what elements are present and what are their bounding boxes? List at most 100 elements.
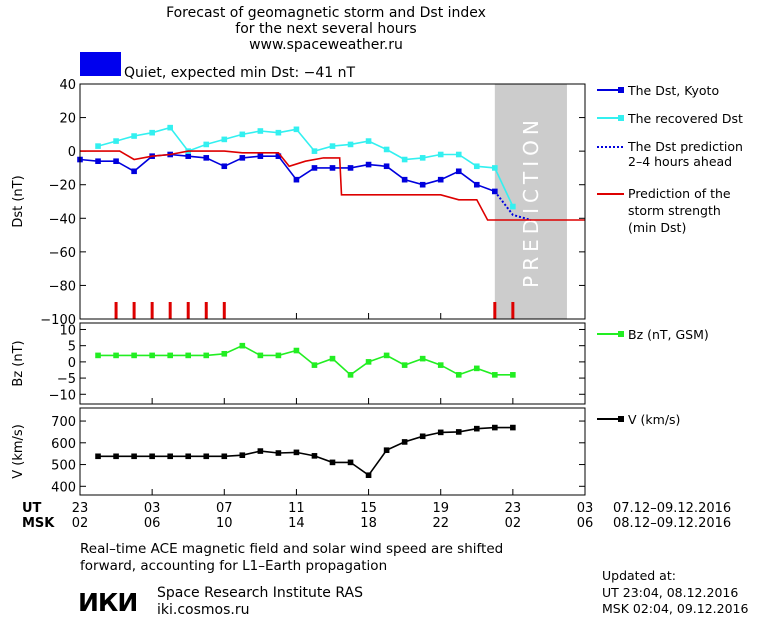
msk-tick-label: 02 xyxy=(72,516,89,531)
data-point-bz xyxy=(473,365,480,372)
status-label: Quiet, expected min Dst: −41 nT xyxy=(124,65,356,81)
v-panel: 700 600 500 400 V (km/s) xyxy=(11,407,586,496)
data-point-v xyxy=(473,425,480,432)
propagation-note-line1: Real–time ACE magnetic field and solar w… xyxy=(80,541,503,557)
y-tick-label: −60 xyxy=(49,246,76,261)
data-point-dst_kyoto xyxy=(401,176,408,183)
data-point-bz xyxy=(239,342,246,349)
y-tick-label: 500 xyxy=(51,459,76,474)
data-point-dst_recovered xyxy=(95,143,101,149)
data-point-dst_kyoto xyxy=(113,158,119,165)
y-tick-label: −100 xyxy=(40,313,76,328)
msk-tick-label: 02 xyxy=(505,516,522,531)
v-y-label: V (km/s) xyxy=(11,424,26,479)
y-tick-label: −20 xyxy=(49,179,76,194)
updated-msk: MSK 02:04, 09.12.2016 xyxy=(602,601,748,616)
msk-tick-label: 18 xyxy=(360,516,377,531)
chart-title-line1: Forecast of geomagnetic storm and Dst in… xyxy=(166,5,486,21)
data-point-dst_kyoto xyxy=(365,161,372,168)
data-point-bz xyxy=(203,352,210,359)
data-point-dst_recovered xyxy=(510,203,516,210)
updated-ut: UT 23:04, 08.12.2016 xyxy=(602,585,738,600)
bz-y-label: Bz (nT) xyxy=(11,340,26,386)
data-point-dst_recovered xyxy=(401,156,408,163)
data-point-dst_recovered xyxy=(149,129,155,136)
data-point-v xyxy=(131,453,137,460)
legend-marker-bz xyxy=(618,331,624,337)
data-point-v xyxy=(419,433,426,440)
data-point-v xyxy=(311,453,318,459)
data-point-v xyxy=(203,453,210,460)
y-tick-label: 40 xyxy=(59,78,76,93)
data-point-bz xyxy=(383,352,390,359)
series-line-v xyxy=(98,426,513,477)
bz-y-axis: 10 50−5−10 xyxy=(49,323,586,404)
iki-logo: ИКИ xyxy=(78,588,138,617)
data-point-bz xyxy=(185,352,192,359)
bz-series xyxy=(95,342,516,378)
data-point-bz xyxy=(149,352,155,359)
data-point-dst_recovered xyxy=(365,138,372,144)
data-point-bz xyxy=(455,372,462,378)
propagation-note-line2: forward, accounting for L1–Earth propaga… xyxy=(80,558,387,574)
data-point-dst_kyoto xyxy=(455,168,462,175)
ut-tick-label: 23 xyxy=(505,501,522,516)
time-axis: UT MSK 23020306071011141518192223020306 … xyxy=(22,501,731,531)
msk-tick-label: 10 xyxy=(216,516,233,531)
data-point-v xyxy=(167,453,173,460)
data-point-dst_kyoto xyxy=(311,165,318,171)
data-point-dst_recovered xyxy=(221,136,228,143)
legend-dst-kyoto: The Dst, Kyoto xyxy=(627,83,719,98)
series-line-dst_recovered xyxy=(97,126,514,207)
data-point-dst_kyoto xyxy=(257,153,264,159)
institute-name: Space Research Institute RAS xyxy=(157,585,363,601)
data-point-dst_recovered xyxy=(239,131,246,138)
data-point-bz xyxy=(131,352,137,359)
y-tick-label: 600 xyxy=(51,437,76,452)
series-line-dst_prediction xyxy=(494,190,532,221)
data-point-v xyxy=(492,424,498,431)
v-legend: V (km/s) xyxy=(597,412,680,427)
prediction-label: PREDICTION xyxy=(519,115,543,288)
data-point-v xyxy=(455,429,462,435)
ut-tick-label: 23 xyxy=(72,501,89,516)
dst-legend: The Dst, Kyoto The recovered Dst The Dst… xyxy=(597,83,743,235)
data-point-dst_kyoto xyxy=(131,168,137,175)
data-point-v xyxy=(257,448,264,454)
data-point-v xyxy=(275,450,282,456)
bz-panel: 10 50−5−10 Bz (nT) xyxy=(11,322,586,405)
data-point-bz xyxy=(113,352,119,359)
data-point-bz xyxy=(365,359,372,365)
y-tick-label: 0 xyxy=(68,356,76,371)
msk-date-range: 08.12–09.12.2016 xyxy=(613,516,731,531)
data-point-dst_kyoto xyxy=(383,163,390,170)
data-point-v xyxy=(347,459,354,466)
updated-label: Updated at: xyxy=(602,568,676,583)
y-tick-label: 700 xyxy=(51,415,76,430)
data-point-bz xyxy=(437,362,444,368)
y-tick-label: 0 xyxy=(68,145,76,160)
bz-plot-frame xyxy=(79,322,586,405)
data-point-dst_recovered xyxy=(275,129,282,136)
y-tick-label: 10 xyxy=(59,323,76,338)
legend-min-dst-line1: Prediction of the xyxy=(628,186,731,201)
chart-title-line2: for the next several hours xyxy=(235,21,416,37)
dst-y-axis: 40 20 0 −20 −40 −60 −80 −100 xyxy=(40,78,586,328)
data-point-bz xyxy=(492,372,498,378)
legend-marker-v xyxy=(618,416,624,422)
data-point-dst_recovered xyxy=(257,128,264,134)
series-line-bz xyxy=(98,344,513,376)
dst-panel: PREDICTION 40 20 0 −20 −40 −60 −80 −100 Dst (nT… xyxy=(11,78,586,328)
data-point-dst_kyoto xyxy=(473,181,480,188)
website-label: www.spaceweather.ru xyxy=(249,37,403,53)
institute-url[interactable]: iki.cosmos.ru xyxy=(157,602,249,618)
data-point-dst_recovered xyxy=(473,163,480,170)
status-swatch xyxy=(80,52,121,76)
data-point-v xyxy=(329,459,336,466)
data-point-dst_kyoto xyxy=(329,165,336,171)
data-point-dst_recovered xyxy=(347,141,354,148)
ut-tick-label: 03 xyxy=(144,501,161,516)
ut-tick-label: 11 xyxy=(288,501,305,516)
data-point-v xyxy=(185,453,192,460)
